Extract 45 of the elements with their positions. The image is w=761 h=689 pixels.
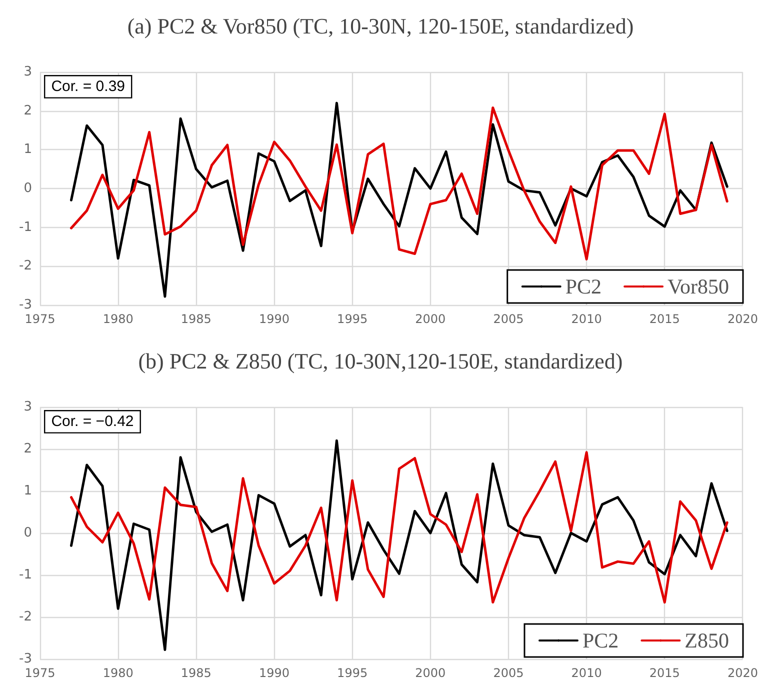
line-series: [70, 439, 728, 652]
x-tick-label: 2020: [727, 666, 758, 680]
x-tick-label: 1985: [180, 666, 212, 680]
x-tick-label: 2005: [493, 312, 524, 326]
y-tick-label: -2: [19, 610, 32, 624]
y-tick-label: 3: [24, 400, 32, 414]
x-tick-label: 1975: [24, 312, 56, 326]
x-tick-label: 2005: [493, 666, 524, 680]
y-tick-label: -3: [19, 298, 32, 312]
chart-title: (b) PC2 & Z850 (TC, 10-30N,120-150E, standardized): [138, 348, 623, 374]
y-tick-label: 1: [24, 484, 32, 498]
line-series: [70, 106, 728, 260]
x-tick-label: 1990: [258, 312, 290, 326]
y-tick-label: 0: [24, 181, 32, 196]
y-tick-label: 2: [24, 442, 32, 456]
y-tick-label: 3: [24, 64, 32, 80]
x-tick-label: 2020: [727, 312, 758, 326]
y-tick-label: 2: [24, 103, 32, 118]
x-tick-label: 2015: [649, 666, 680, 680]
x-tick-label: 2015: [649, 312, 680, 326]
annotation: Cor. = 0.39: [51, 78, 126, 96]
legend-label: Vor850: [668, 274, 729, 298]
x-tick-label: 1980: [102, 666, 134, 680]
y-tick-label: 0: [24, 526, 32, 540]
legend-label: PC2: [582, 628, 619, 652]
x-tick-label: 1990: [258, 666, 290, 680]
x-tick-label: 1985: [180, 312, 212, 326]
legend-label: PC2: [565, 274, 602, 298]
y-tick-label: 1: [24, 142, 32, 158]
x-tick-label: 1975: [24, 666, 56, 680]
y-tick-label: -1: [19, 220, 32, 235]
y-tick-label: -3: [19, 652, 32, 666]
annotation: Cor. = −0.42: [51, 413, 134, 430]
x-tick-label: 2010: [571, 312, 602, 326]
y-tick-label: -1: [19, 568, 32, 582]
line-series: [70, 451, 728, 604]
x-tick-label: 2010: [571, 666, 602, 680]
x-tick-label: 1995: [337, 666, 368, 680]
legend-label: Z850: [684, 628, 729, 652]
x-tick-label: 2000: [415, 312, 446, 326]
x-tick-label: 1995: [337, 312, 368, 326]
x-tick-label: 2000: [415, 666, 446, 680]
chart-title: (a) PC2 & Vor850 (TC, 10-30N, 120-150E, standardized): [127, 14, 634, 38]
y-tick-label: -2: [19, 258, 32, 274]
x-tick-label: 1980: [102, 312, 134, 326]
